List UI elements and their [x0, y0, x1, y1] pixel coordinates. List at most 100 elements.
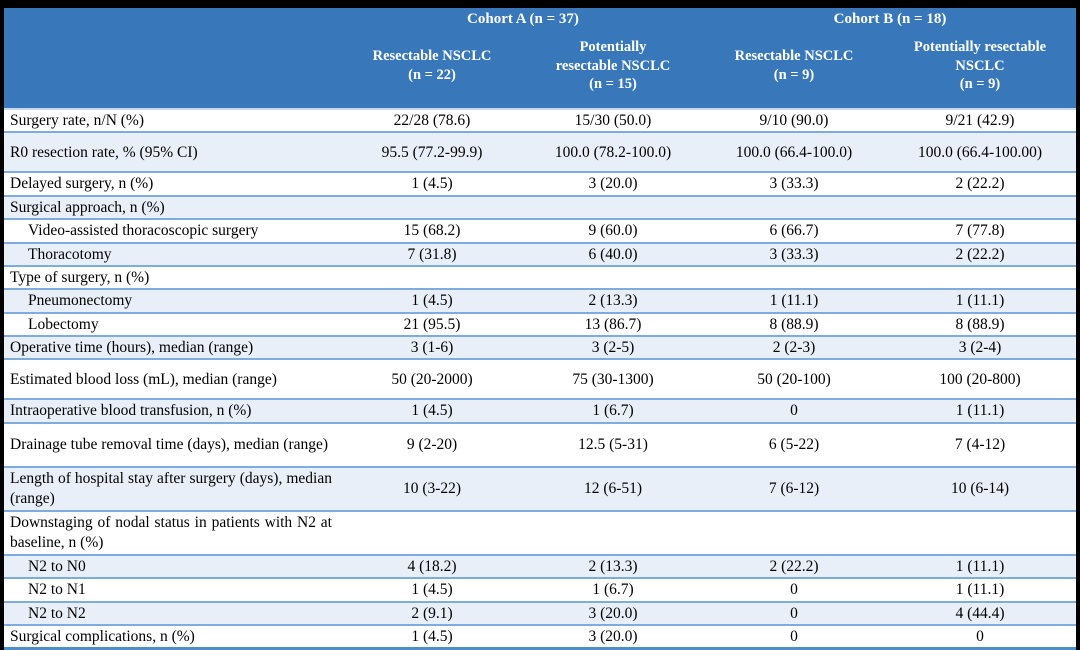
cell-value: 0 [976, 627, 984, 645]
table-row: N2 to N0 4 (18.2) 2 (13.3) 2 (22.2) 1 (11.1) [4, 553, 1076, 578]
row-label: Surgical complications, n (%) [10, 627, 195, 645]
col-header-potentially-a: Potentially resectable NSCLC (n = 15) [555, 38, 671, 93]
cell-value: 100.0 (66.4-100.00) [918, 143, 1042, 161]
cell-value: 1 (11.1) [955, 557, 1005, 575]
row-label: Downstaging of nodal status in patients … [10, 514, 332, 551]
table-row: Estimated blood loss (mL), median (range… [4, 358, 1076, 399]
cell-value: 0 [790, 581, 798, 599]
cell-value: 1 (4.5) [411, 627, 453, 645]
cell-value [704, 206, 884, 208]
cell-value: 7 (77.8) [955, 222, 1005, 240]
table-row: Drainage tube removal time (days), media… [4, 421, 1076, 466]
table-row: Lobectomy 21 (95.5) 13 (86.7) 8 (88.9) 8 (88… [4, 311, 1076, 335]
row-label: Length of hospital stay after surgery (d… [10, 470, 332, 507]
cell-value: 1 (4.5) [411, 292, 453, 310]
cell-value: 4 (44.4) [955, 604, 1005, 622]
cell-value: 1 (11.1) [955, 292, 1005, 310]
cell-value: 1 (6.7) [592, 402, 634, 420]
cell-value: 10 (3-22) [402, 480, 462, 498]
table-row: Intraoperative blood transfusion, n (%) 1… [4, 398, 1076, 422]
header-spacer [4, 30, 342, 108]
row-label: Video-assisted thoracoscopic surgery [28, 222, 259, 240]
cell-value: 8 (88.9) [769, 315, 819, 333]
cell-value: 3 (33.3) [769, 245, 819, 263]
cell-value: 2 (13.3) [588, 557, 638, 575]
cell-value: 50 (20-2000) [391, 370, 473, 388]
cohort-b-header: Cohort B (n = 18) [833, 11, 947, 27]
table-row: Video-assisted thoracoscopic surgery 15 (… [4, 218, 1076, 242]
cell-value: 2 (13.3) [588, 292, 638, 310]
cell-value: 10 (6-14) [950, 480, 1010, 498]
section-row: Downstaging of nodal status in patients … [4, 509, 1076, 554]
cell-value: 22/28 (78.6) [393, 112, 471, 129]
cell-value: 0 [790, 402, 798, 420]
table-header: Cohort A (n = 37) Cohort B (n = 18) Rese… [4, 8, 1076, 110]
cell-value [522, 206, 704, 208]
section-row: Surgical approach, n (%) [4, 194, 1076, 219]
cell-value: 1 (11.1) [769, 292, 819, 310]
cohort-a-header: Cohort A (n = 37) [467, 11, 579, 27]
row-label: Type of surgery, n (%) [10, 268, 150, 286]
cell-value: 1 (4.5) [411, 175, 453, 193]
row-label: Operative time (hours), median (range) [10, 339, 254, 356]
cell-value: 1 (4.5) [411, 402, 453, 420]
col-header-resectable-b: Resectable NSCLC (n = 9) [734, 48, 854, 83]
cell-value [342, 532, 522, 534]
cell-value: 3 (2-4) [958, 339, 1002, 356]
cell-value: 2 (22.2) [769, 557, 819, 575]
row-label: Surgical approach, n (%) [10, 198, 165, 216]
cell-value: 4 (18.2) [407, 557, 457, 575]
table-row: Delayed surgery, n (%) 1 (4.5) 3 (20.0) 3 (… [4, 171, 1076, 195]
row-label: N2 to N0 [28, 557, 86, 575]
cohort-header-row: Cohort A (n = 37) Cohort B (n = 18) [4, 8, 1076, 30]
cell-value: 3 (20.0) [588, 175, 638, 193]
table-row: Pneumonectomy 1 (4.5) 2 (13.3) 1 (11.1) 1 (1… [4, 288, 1076, 312]
cell-value [704, 277, 884, 279]
table-row: Operative time (hours), median (range) 3 … [4, 335, 1076, 359]
table-row: N2 to N2 2 (9.1) 3 (20.0) 0 4 (44.4) [4, 600, 1076, 624]
table-row: Thoracotomy 7 (31.8) 6 (40.0) 3 (33.3) 2 (22… [4, 241, 1076, 265]
cell-value: 7 (31.8) [407, 245, 457, 263]
cell-value: 1 (11.1) [955, 402, 1005, 420]
cell-value: 50 (20-100) [757, 370, 831, 388]
cell-value: 2 (9.1) [411, 604, 453, 622]
row-label: Pneumonectomy [28, 292, 133, 310]
header-spacer [4, 8, 342, 30]
table-row: N2 to N1 1 (4.5) 1 (6.7) 0 1 (11.1) [4, 577, 1076, 601]
cell-value: 7 (6-12) [768, 480, 820, 498]
cell-value [884, 532, 1076, 534]
table-rows: Surgery rate, n/N (%) 22/28 (78.6) 15/30 (… [4, 110, 1076, 650]
cell-value [342, 277, 522, 279]
cell-value: 2 (22.2) [955, 245, 1005, 263]
row-label: Thoracotomy [28, 245, 112, 263]
cell-value: 9/21 (42.9) [945, 112, 1015, 129]
section-row: Type of surgery, n (%) [4, 264, 1076, 289]
cell-value: 2 (2-3) [772, 339, 816, 356]
table-row: R0 resection rate, % (95% CI) 95.5 (77.2-… [4, 131, 1076, 172]
row-label: N2 to N2 [28, 604, 86, 622]
cell-value: 3 (33.3) [769, 175, 819, 193]
cell-value [342, 206, 522, 208]
cell-value: 2 (22.2) [955, 175, 1005, 193]
table-row: Surgery rate, n/N (%) 22/28 (78.6) 15/30 (… [4, 110, 1076, 132]
cell-value: 1 (11.1) [955, 581, 1005, 599]
cell-value [522, 532, 704, 534]
cell-value: 12.5 (5-31) [578, 436, 648, 454]
cell-value: 15/30 (50.0) [574, 112, 652, 129]
row-label: Surgery rate, n/N (%) [10, 112, 145, 129]
cell-value: 3 (20.0) [588, 604, 638, 622]
cell-value: 12 (6-51) [583, 480, 643, 498]
cell-value: 7 (4-12) [954, 436, 1006, 454]
cell-value: 3 (1-6) [410, 339, 454, 356]
row-label: Delayed surgery, n (%) [10, 175, 154, 193]
row-label: Intraoperative blood transfusion, n (%) [10, 402, 252, 420]
cell-value: 21 (95.5) [403, 315, 461, 333]
cell-value: 6 (40.0) [588, 245, 638, 263]
row-label: Drainage tube removal time (days), media… [10, 436, 329, 454]
cell-value [884, 277, 1076, 279]
cell-value: 100 (20-800) [939, 370, 1021, 388]
cell-value: 9/10 (90.0) [759, 112, 829, 129]
cell-value: 3 (2-5) [591, 339, 635, 356]
col-header-potentially-b: Potentially resectable NSCLC (n = 9) [913, 38, 1047, 93]
cell-value: 75 (30-1300) [572, 370, 654, 388]
